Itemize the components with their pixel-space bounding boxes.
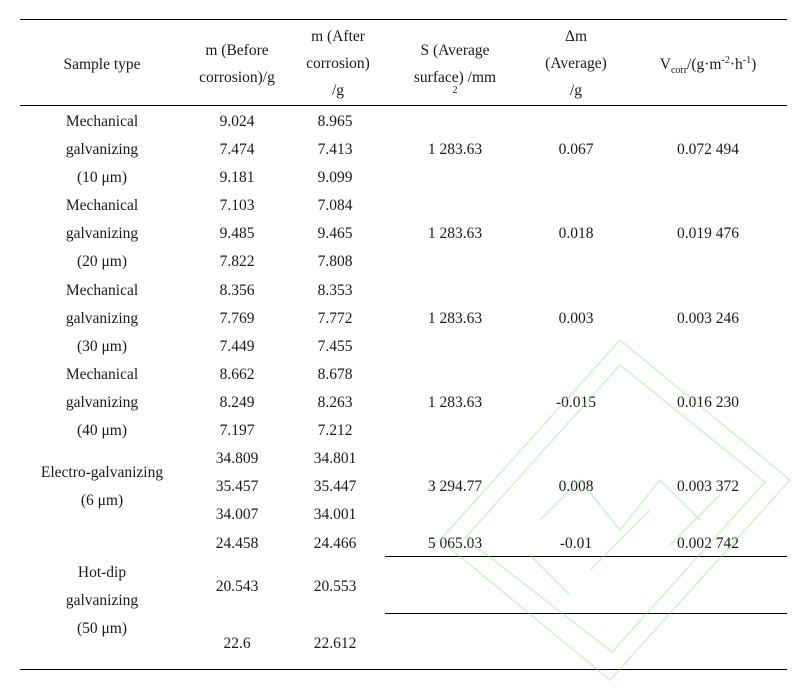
m-before-cell: 22.6 bbox=[223, 635, 251, 652]
vcorr-cell: 0.002 742 bbox=[677, 535, 739, 552]
m-before-cell: 9.024 7.474 9.181 bbox=[219, 113, 255, 186]
m-before-cell: 34.809 35.457 34.007 bbox=[215, 450, 259, 523]
header-vcorr: Vcorr/(g·m-2·h-1) bbox=[659, 54, 757, 77]
sample-type-cell: Mechanical galvanizing (10 μm) bbox=[65, 113, 139, 186]
table-bottom-rule bbox=[20, 669, 787, 670]
sample-type-cell: Hot-dip galvanizing (50 μm) bbox=[65, 564, 139, 637]
m-after-cell: 8.678 8.263 7.212 bbox=[317, 366, 353, 439]
m-after-cell: 8.353 7.772 7.455 bbox=[317, 282, 353, 355]
m-before-cell: 20.543 bbox=[215, 578, 259, 595]
surface-cell: 1 283.63 bbox=[427, 394, 483, 411]
header-bottom-rule bbox=[20, 105, 787, 106]
surface-cell: 1 283.63 bbox=[427, 310, 483, 327]
surface-cell: 3 294.77 bbox=[427, 478, 483, 495]
vcorr-cell: 0.003 372 bbox=[677, 478, 739, 495]
surface-cell: 5 065.03 bbox=[427, 535, 483, 552]
vcorr-cell: 0.016 230 bbox=[677, 394, 739, 411]
m-after-cell: 34.801 35.447 34.001 bbox=[313, 450, 357, 523]
vcorr-cell: 0.019 476 bbox=[677, 225, 739, 242]
delta-m-cell: 0.003 bbox=[558, 310, 594, 327]
m-before-cell: 8.662 8.249 7.197 bbox=[219, 366, 255, 439]
delta-m-cell: 0.067 bbox=[558, 141, 594, 158]
vcorr-cell: 0.003 246 bbox=[677, 310, 739, 327]
m-after-cell: 7.084 9.465 7.808 bbox=[317, 197, 353, 270]
delta-m-cell: -0.015 bbox=[555, 394, 597, 411]
sample-type-cell: Electro-galvanizing (6 μm) bbox=[40, 464, 164, 509]
surface-cell: 1 283.63 bbox=[427, 225, 483, 242]
m-before-cell: 24.458 bbox=[215, 535, 259, 552]
vcorr-cell: 0.072 494 bbox=[677, 141, 739, 158]
header-m-after: m (After corrosion)/g bbox=[306, 28, 370, 99]
header-surface: S (Average surface) /mm 2 bbox=[413, 42, 497, 96]
header-sample-type: Sample type bbox=[63, 56, 141, 73]
header-delta-m: Δm (Average)/g bbox=[545, 28, 607, 99]
m-after-cell: 8.965 7.413 9.099 bbox=[317, 113, 353, 186]
m-before-cell: 7.103 9.485 7.822 bbox=[219, 197, 255, 270]
hotdip-rule-1 bbox=[385, 556, 787, 557]
header-m-before: m (Before corrosion)/g bbox=[199, 42, 275, 86]
sample-type-cell: Mechanical galvanizing (30 μm) bbox=[65, 282, 139, 355]
sample-type-cell: Mechanical galvanizing (40 μm) bbox=[65, 366, 139, 439]
sample-type-cell: Mechanical galvanizing (20 μm) bbox=[65, 197, 139, 270]
delta-m-cell: 0.008 bbox=[558, 478, 594, 495]
watermark-icon bbox=[438, 338, 792, 682]
m-after-cell: 20.553 bbox=[313, 578, 357, 595]
delta-m-cell: 0.018 bbox=[558, 225, 594, 242]
m-before-cell: 8.356 7.769 7.449 bbox=[219, 282, 255, 355]
surface-cell: 1 283.63 bbox=[427, 141, 483, 158]
m-after-cell: 24.466 bbox=[313, 535, 357, 552]
hotdip-rule-2 bbox=[385, 613, 787, 614]
table-top-rule bbox=[20, 19, 787, 20]
m-after-cell: 22.612 bbox=[313, 635, 357, 652]
delta-m-cell: -0.01 bbox=[559, 535, 593, 552]
